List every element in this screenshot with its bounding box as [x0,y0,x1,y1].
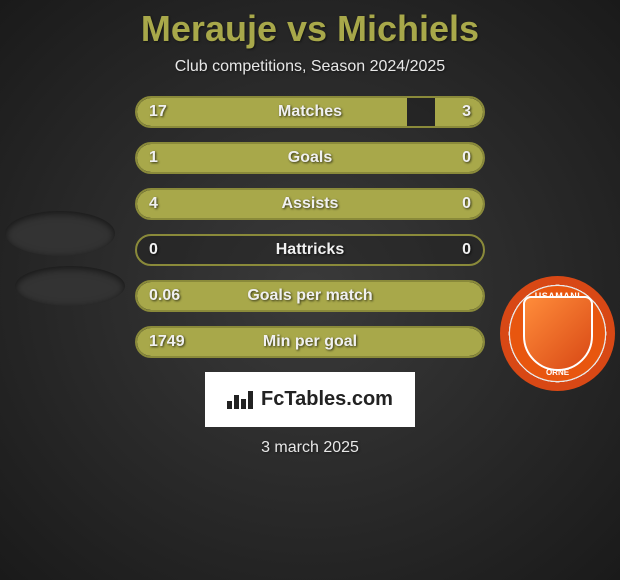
player2-club-badge: USAMANI ORNE [500,276,615,391]
stat-value-right: 0 [462,149,471,167]
club-shield-icon [523,296,593,371]
bar-chart-icon [227,391,255,409]
fctables-label: FcTables.com [261,388,393,411]
bars-container: 17Matches31Goals04Assists00Hattricks00.0… [135,96,485,358]
club-badge-inner: USAMANI ORNE [510,286,605,381]
stat-label: Assists [137,195,483,213]
stat-bar: 0Hattricks0 [135,234,485,266]
player1-placeholder-2 [15,266,125,306]
subtitle: Club competitions, Season 2024/2025 [175,58,445,76]
stat-bar: 4Assists0 [135,188,485,220]
main-container: Merauje vs Michiels Club competitions, S… [0,0,620,580]
stat-label: Matches [137,103,483,121]
stat-bar: 0.06Goals per match [135,280,485,312]
stat-value-right: 0 [462,241,471,259]
page-title: Merauje vs Michiels [141,8,479,50]
stat-value-right: 3 [462,103,471,121]
stat-label: Goals [137,149,483,167]
fctables-attribution: FcTables.com [205,372,415,427]
stat-bar: 17Matches3 [135,96,485,128]
stat-label: Goals per match [137,287,483,305]
club-name-bottom: ORNE [510,368,605,377]
stat-label: Min per goal [137,333,483,351]
player1-placeholder-1 [5,211,115,256]
stat-label: Hattricks [137,241,483,259]
stats-area: USAMANI ORNE 17Matches31Goals04Assists00… [0,96,620,358]
stat-bar: 1749Min per goal [135,326,485,358]
date-text: 3 march 2025 [261,439,359,457]
stat-value-right: 0 [462,195,471,213]
stat-bar: 1Goals0 [135,142,485,174]
